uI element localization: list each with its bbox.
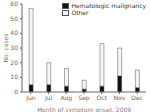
svg-text:Month of symptom onset, 2009: Month of symptom onset, 2009 <box>37 106 131 112</box>
svg-text:0: 0 <box>14 88 18 95</box>
svg-text:Jun: Jun <box>25 94 36 102</box>
svg-text:No. cases: No. cases <box>8 34 9 63</box>
svg-text:30: 30 <box>10 44 18 51</box>
html-text:Hematologic malignancy: Hematologic malignancy <box>71 2 146 9</box>
svg-text:40: 40 <box>10 29 18 36</box>
svg-text:50: 50 <box>10 15 18 22</box>
svg-text:60: 60 <box>10 0 18 7</box>
svg-text:Aug: Aug <box>60 94 72 102</box>
svg-text:20: 20 <box>10 59 18 66</box>
html-text:Other: Other <box>71 9 89 16</box>
svg-text:Dec: Dec <box>131 94 142 101</box>
svg-text:Nov: Nov <box>114 94 126 101</box>
svg-text:Jul: Jul <box>44 94 53 102</box>
svg-text:Oct: Oct <box>97 94 108 101</box>
svg-text:Sep: Sep <box>78 94 90 102</box>
svg-text:10: 10 <box>10 73 18 80</box>
